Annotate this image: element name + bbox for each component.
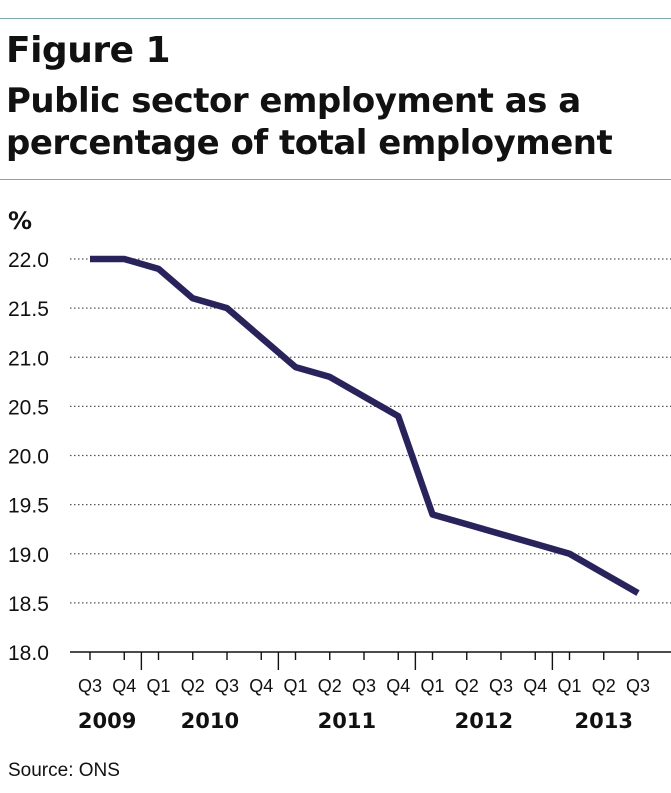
x-tick-label: Q1 <box>557 676 581 696</box>
year-label: 2013 <box>575 709 633 733</box>
x-axis-ticks: Q3 Q4 Q1 Q2 Q3 Q4 Q1 Q2 Q3 Q4 Q1 Q2 Q3 Q4 Q1 Q2 Q3 <box>78 652 650 696</box>
data-point <box>603 573 604 574</box>
data-point <box>329 376 330 377</box>
y-tick-label: 21.0 <box>8 347 49 370</box>
y-axis-unit-label: % <box>8 207 32 235</box>
year-label: 2009 <box>78 709 136 733</box>
data-point <box>501 534 502 535</box>
figure-label: Figure 1 <box>6 30 171 71</box>
data-point <box>227 308 228 309</box>
data-point <box>90 259 91 260</box>
year-label: 2011 <box>318 709 376 733</box>
y-tick-label: 20.5 <box>8 396 49 419</box>
y-tick-label: 20.0 <box>8 446 49 469</box>
data-point <box>432 514 433 515</box>
series-line <box>90 255 640 596</box>
data-point <box>192 298 193 299</box>
data-point <box>535 543 536 544</box>
data-point <box>364 396 365 397</box>
x-tick-label: Q2 <box>318 676 342 696</box>
y-tick-label: 18.5 <box>8 593 49 616</box>
y-tick-label: 21.5 <box>8 298 49 321</box>
year-label: 2012 <box>455 709 513 733</box>
data-point <box>569 553 570 554</box>
series-layer <box>90 255 640 596</box>
data-point <box>295 367 296 368</box>
x-tick-label: Q2 <box>181 676 205 696</box>
year-labels: 2009 2010 2011 2012 2013 <box>78 652 633 733</box>
x-tick-label: Q3 <box>489 676 513 696</box>
source-note: Source: ONS <box>8 760 120 781</box>
y-tick-label: 18.0 <box>8 642 49 665</box>
line-chart: 18.018.519.019.520.020.521.021.522.0 Q3 Q… <box>8 207 671 733</box>
gridlines <box>70 258 671 604</box>
x-tick-label: Q4 <box>112 676 136 696</box>
x-tick-label: Q4 <box>386 676 410 696</box>
data-point <box>158 268 159 269</box>
top-rule <box>0 18 671 19</box>
data-point <box>261 337 262 338</box>
x-tick-label: Q3 <box>78 676 102 696</box>
x-tick-label: Q3 <box>352 676 376 696</box>
y-tick-label: 22.0 <box>8 249 49 272</box>
x-tick-label: Q1 <box>146 676 170 696</box>
chart-title: Public sector employment as a percentage… <box>6 81 613 163</box>
y-tick-label: 19.0 <box>8 544 49 567</box>
x-tick-label: Q1 <box>420 676 444 696</box>
x-tick-label: Q3 <box>626 676 650 696</box>
x-tick-label: Q4 <box>523 676 547 696</box>
data-point <box>398 416 399 417</box>
x-tick-label: Q4 <box>249 676 273 696</box>
data-point <box>466 524 467 525</box>
data-point <box>638 593 639 594</box>
year-label: 2010 <box>181 709 239 733</box>
y-tick-label: 19.5 <box>8 495 49 518</box>
x-tick-label: Q3 <box>215 676 239 696</box>
x-tick-label: Q2 <box>592 676 616 696</box>
x-tick-label: Q2 <box>455 676 479 696</box>
y-axis-ticks: 18.0 18.5 19.0 19.5 20.0 20.5 21.0 21.5 22.0 <box>8 249 49 665</box>
data-point <box>124 259 125 260</box>
x-tick-label: Q1 <box>283 676 307 696</box>
title-rule <box>0 179 671 180</box>
